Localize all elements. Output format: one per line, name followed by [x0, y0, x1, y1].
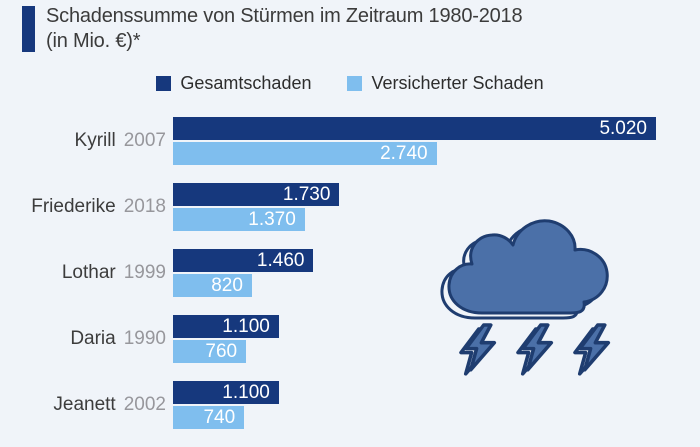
bar-value-label: 2.740	[380, 143, 428, 164]
legend-label: Gesamtschaden	[180, 73, 312, 93]
legend-item: Versicherter Schaden	[347, 73, 544, 94]
bar-group-row: Jeanett 2002 1.100 740	[0, 381, 656, 431]
storm-year: 1999	[123, 262, 166, 283]
total-damage-bar: 1.460	[173, 249, 314, 272]
bar-value-label: 1.370	[248, 209, 296, 230]
bar-group-row: Friederike 2018 1.730 1.370	[0, 183, 656, 233]
bar-pair: 1.100 760	[173, 315, 656, 365]
bar-pair: 1.730 1.370	[173, 183, 656, 233]
legend-item: Gesamtschaden	[156, 73, 311, 94]
storm-name: Daria	[70, 328, 116, 349]
chart-title: Schadenssumme von Stürmen im Zeitraum 19…	[46, 4, 523, 54]
storm-name: Friederike	[31, 196, 116, 217]
insured-damage-bar: 820	[173, 274, 252, 297]
bar-value-label: 1.460	[256, 250, 305, 271]
storm-name: Lothar	[61, 262, 116, 283]
category-label: Lothar 1999	[0, 249, 173, 297]
legend-label: Versicherter Schaden	[371, 73, 544, 93]
bar-pair: 5.020 2.740	[173, 117, 656, 167]
bar-chart: Kyrill 2007 5.020 2.740 Friederike 2018 1.730 1…	[0, 117, 656, 447]
storm-name: Jeanett	[53, 394, 116, 415]
bar-group-row: Daria 1990 1.100 760	[0, 315, 656, 365]
title-accent-bar	[22, 6, 35, 52]
category-label: Kyrill 2007	[0, 117, 173, 165]
storm-year: 2007	[123, 130, 166, 151]
insured-damage-bar: 2.740	[173, 142, 437, 165]
bar-group-row: Lothar 1999 1.460 820	[0, 249, 656, 299]
lightning-bolt-icon	[521, 323, 554, 372]
bar-pair: 1.100 740	[173, 381, 656, 431]
bar-value-label: 760	[205, 341, 238, 362]
total-damage-bar: 1.100	[173, 315, 279, 338]
bar-value-label: 5.020	[599, 118, 647, 139]
legend-swatch-icon	[347, 76, 363, 91]
lightning-bolt-icon	[578, 323, 611, 372]
cloud-icon	[447, 219, 609, 315]
storm-year: 1990	[123, 328, 166, 349]
insured-damage-bar: 1.370	[173, 208, 305, 231]
insured-damage-bar: 740	[173, 406, 245, 429]
bar-pair: 1.460 820	[173, 249, 656, 299]
lightning-bolts	[459, 323, 611, 376]
total-damage-bar: 1.100	[173, 381, 279, 404]
insured-damage-bar: 760	[173, 340, 247, 363]
lightning-bolt-icon	[464, 323, 497, 372]
total-damage-bar: 1.730	[173, 183, 340, 206]
storm-year: 2018	[123, 196, 166, 217]
bar-value-label: 1.100	[222, 382, 270, 403]
chart-title-line1: Schadenssumme von Stürmen im Zeitraum 19…	[46, 5, 523, 27]
category-label: Friederike 2018	[0, 183, 173, 231]
storm-name: Kyrill	[74, 130, 116, 151]
storm-cloud-lightning-icon	[440, 219, 611, 376]
storm-year: 2002	[123, 394, 166, 415]
category-label: Daria 1990	[0, 315, 173, 363]
category-label: Jeanett 2002	[0, 381, 173, 429]
chart-title-line2: (in Mio. €)*	[46, 30, 141, 52]
bar-value-label: 1.730	[282, 184, 331, 205]
bar-value-label: 820	[211, 275, 243, 296]
bar-value-label: 1.100	[222, 316, 270, 337]
legend: Gesamtschaden Versicherter Schaden	[0, 73, 700, 94]
legend-swatch-icon	[156, 76, 172, 91]
bar-value-label: 740	[203, 407, 236, 428]
total-damage-bar: 5.020	[173, 117, 656, 140]
bar-group-row: Kyrill 2007 5.020 2.740	[0, 117, 656, 167]
